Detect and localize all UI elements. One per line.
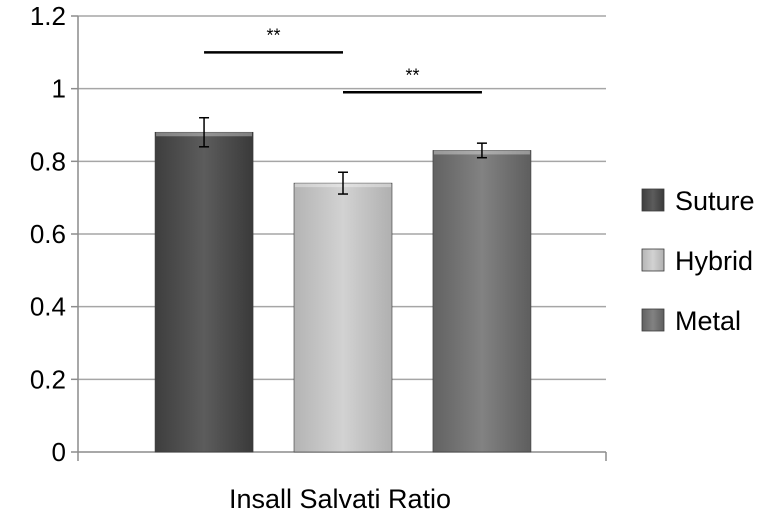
legend-swatch	[641, 248, 665, 272]
error-bar-metal	[476, 142, 487, 159]
legend: Suture Hybrid Metal	[641, 186, 755, 336]
bar-hybrid	[293, 182, 393, 453]
bar-suture	[154, 131, 254, 453]
legend-swatch	[641, 188, 665, 212]
y-tick-label: 0	[52, 437, 66, 467]
error-bar-suture	[199, 116, 210, 148]
error-bar-hybrid	[338, 171, 348, 195]
legend-label: Metal	[675, 306, 741, 336]
x-axis-label: Insall Salvati Ratio	[229, 484, 451, 514]
y-tick-label: 1	[52, 74, 66, 104]
y-tick-label: 1.2	[30, 1, 66, 31]
y-tick-label: 0.8	[30, 146, 66, 176]
legend-label: Hybrid	[675, 246, 753, 276]
y-tick-label: 0.6	[30, 219, 66, 249]
bar-metal	[432, 150, 532, 453]
legend-item-hybrid: Hybrid	[641, 246, 753, 276]
y-tick-labels: 0 0.2 0.4 0.6 0.8 1 1.2	[30, 1, 66, 467]
y-tick-label: 0.4	[30, 292, 66, 322]
legend-item-suture: Suture	[641, 186, 755, 216]
legend-label: Suture	[675, 186, 755, 216]
bars	[154, 131, 532, 453]
legend-item-metal: Metal	[641, 306, 741, 336]
significance-label: **	[267, 25, 281, 45]
legend-swatch	[641, 308, 665, 332]
significance-markers: ** **	[204, 25, 482, 94]
significance-label: **	[405, 65, 419, 85]
error-bars	[199, 116, 487, 195]
y-tick-label: 0.2	[30, 364, 66, 394]
